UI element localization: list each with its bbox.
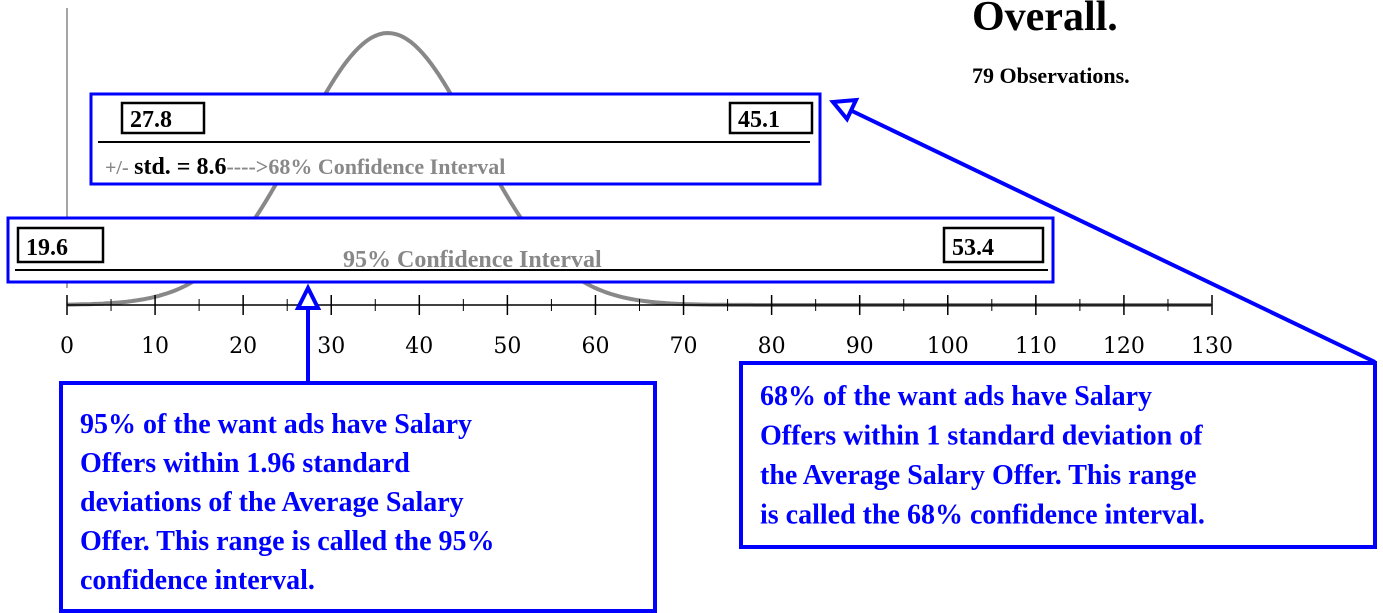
callout-line: confidence interval. bbox=[80, 565, 315, 596]
low-box bbox=[16, 226, 105, 264]
low-box bbox=[120, 101, 206, 135]
tick-label: 120 bbox=[1103, 334, 1145, 359]
callout-line: Offer. This range is called the 95% bbox=[80, 526, 495, 557]
callout-box bbox=[59, 381, 657, 613]
tick-label: 130 bbox=[1191, 334, 1233, 359]
tick-label: 70 bbox=[670, 334, 698, 359]
high68: 45.1 bbox=[738, 107, 780, 133]
callout-line: is called the 68% confidence interval. bbox=[760, 500, 1205, 531]
interval95-box bbox=[6, 216, 1055, 284]
tick-label: 20 bbox=[229, 334, 257, 359]
tick-label: 30 bbox=[317, 334, 345, 359]
callout-box bbox=[739, 361, 1377, 549]
suffix: ---->68% Confidence Interval bbox=[226, 154, 505, 179]
std: std. = 8.6 bbox=[134, 154, 226, 180]
observations: 79 Observations. bbox=[972, 63, 1130, 88]
tick-label: 100 bbox=[927, 334, 969, 359]
tick-label: 50 bbox=[493, 334, 521, 359]
arrow bbox=[849, 108, 1376, 364]
tick-label: 90 bbox=[846, 334, 874, 359]
callout-line: 68% of the want ads have Salary bbox=[760, 381, 1152, 412]
tick-label: 40 bbox=[405, 334, 433, 359]
high-box bbox=[942, 226, 1045, 264]
callout-line: the Average Salary Offer. This range bbox=[760, 460, 1197, 491]
high95: 53.4 bbox=[952, 235, 994, 261]
tick-label: 80 bbox=[758, 334, 786, 359]
callout-line: Offers within 1.96 standard bbox=[80, 448, 410, 479]
arrow-head bbox=[294, 283, 322, 310]
arrow-head bbox=[829, 97, 860, 123]
title: Overall. bbox=[972, 0, 1118, 40]
tick-label: 60 bbox=[581, 334, 609, 359]
label95: 95% Confidence Interval bbox=[343, 247, 602, 273]
tick-label: 10 bbox=[141, 334, 169, 359]
interval68-box bbox=[89, 92, 822, 186]
callout-line: deviations of the Average Salary bbox=[80, 487, 464, 518]
callout-line: 95% of the want ads have Salary bbox=[80, 409, 472, 440]
std-line: +/- std. = 8.6---->68% Confidence Interv… bbox=[105, 154, 505, 180]
high-box bbox=[728, 101, 814, 135]
low95: 19.6 bbox=[26, 235, 68, 261]
tick-label: 110 bbox=[1015, 334, 1057, 359]
prefix: +/- bbox=[105, 157, 129, 179]
low68: 27.8 bbox=[130, 107, 172, 133]
tick-label: 0 bbox=[60, 334, 74, 359]
callout-line: Offers within 1 standard deviation of bbox=[760, 421, 1203, 452]
